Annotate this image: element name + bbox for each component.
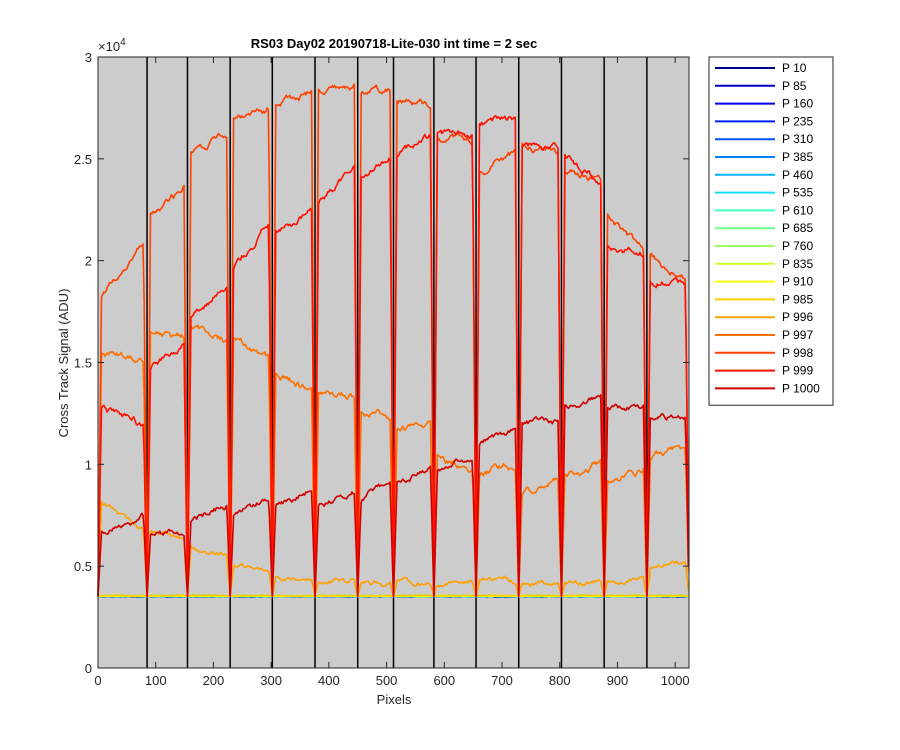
legend-label: P 996 (782, 310, 813, 324)
y-tick-label: 2.5 (74, 152, 92, 167)
legend-label: P 460 (782, 168, 813, 182)
x-tick-label: 300 (260, 673, 282, 688)
legend-label: P 310 (782, 132, 813, 146)
legend-label: P 535 (782, 186, 813, 200)
y-tick-label: 0.5 (74, 559, 92, 574)
y-exponent-label: ×104 (98, 37, 126, 54)
legend-label: P 685 (782, 221, 813, 235)
y-tick-label: 3 (85, 50, 92, 65)
legend-label: P 999 (782, 364, 813, 378)
legend-label: P 235 (782, 114, 813, 128)
legend-label: P 1000 (782, 381, 820, 395)
chart-title: RS03 Day02 20190718-Lite-030 int time = … (251, 36, 538, 51)
legend-label: P 998 (782, 346, 813, 360)
x-tick-label: 600 (433, 673, 455, 688)
legend-box (708, 56, 834, 406)
legend-label: P 985 (782, 292, 813, 306)
legend-label: P 385 (782, 150, 813, 164)
legend-label: P 610 (782, 203, 813, 217)
y-tick-label: 1.5 (74, 356, 92, 371)
x-tick-label: 0 (94, 673, 101, 688)
legend-label: P 910 (782, 275, 813, 289)
legend: P 10 P 85 P 160 P 235 P 310 P 385 P 460 P 535 P … (708, 56, 834, 406)
x-tick-label: 700 (491, 673, 513, 688)
y-tick-label: 2 (85, 254, 92, 269)
x-tick-label: 500 (376, 673, 398, 688)
x-tick-label: 100 (145, 673, 167, 688)
y-tick-label: 1 (85, 457, 92, 472)
series-line-p-1000 (97, 394, 690, 598)
legend-label: P 160 (782, 97, 813, 111)
legend-label: P 10 (782, 61, 807, 75)
series-line-p-999 (97, 115, 690, 598)
legend-label: P 835 (782, 257, 813, 271)
y-tick-label: 0 (85, 661, 92, 676)
x-tick-label: 1000 (661, 673, 690, 688)
y-axis-label: Cross Track Signal (ADU) (56, 289, 71, 438)
legend-label: P 760 (782, 239, 813, 253)
x-tick-label: 400 (318, 673, 340, 688)
legend-label: P 85 (782, 79, 807, 93)
x-axis-label: Pixels (377, 692, 412, 707)
x-tick-label: 200 (203, 673, 225, 688)
x-tick-label: 800 (549, 673, 571, 688)
x-tick-label: 900 (607, 673, 629, 688)
legend-label: P 997 (782, 328, 813, 342)
